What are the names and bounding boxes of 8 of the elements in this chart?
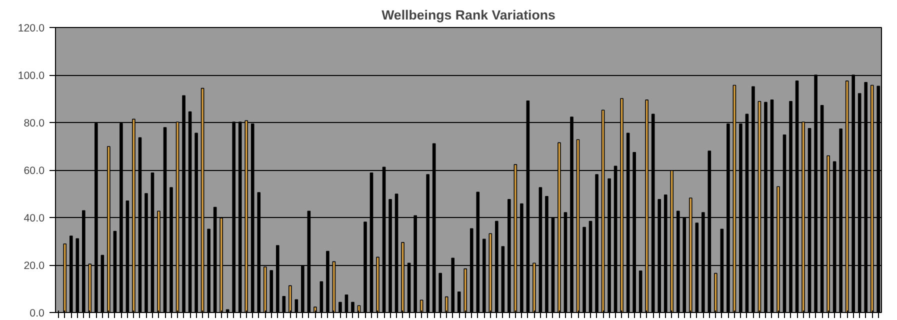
y-tick-label: 0.0	[30, 308, 45, 320]
y-tick-label: 60.0	[24, 165, 45, 177]
y-tick-label: 80.0	[24, 118, 45, 130]
y-tick-label: 100.0	[18, 70, 45, 82]
y-tick-label: 20.0	[24, 260, 45, 272]
chart-title: Wellbeings Rank Variations	[382, 8, 556, 22]
y-tick-label: 40.0	[24, 212, 45, 224]
y-tick-label: 120.0	[18, 22, 45, 34]
